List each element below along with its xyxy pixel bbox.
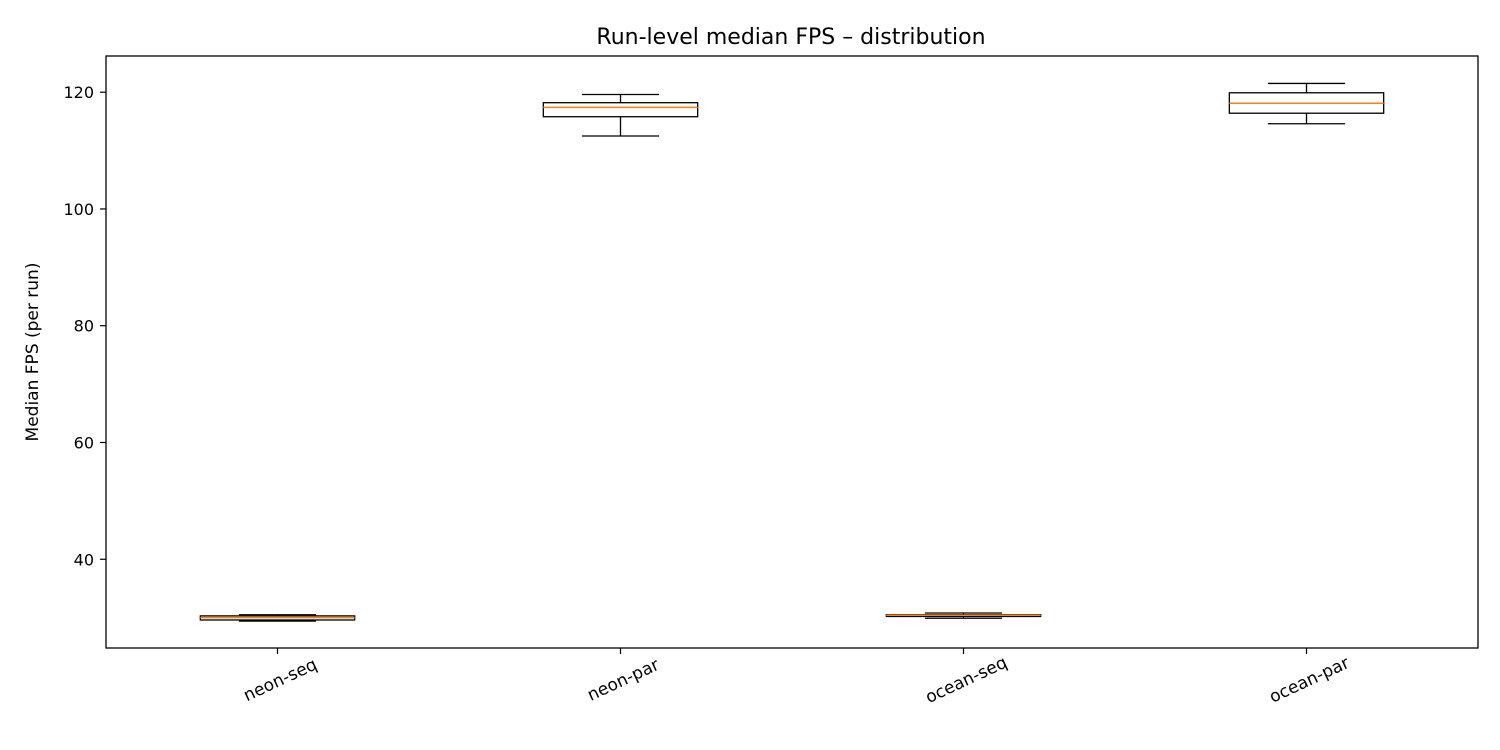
plot-area-frame (105, 55, 1479, 649)
chart-marks: 40 60 80 100 120 neon-seq neon-par ocean-seq oce… (63, 82, 1385, 708)
y-tick-label: 100 (63, 200, 94, 219)
chart-title: Run-level median FPS – distribution (596, 25, 985, 50)
y-tick-label: 40 (74, 550, 94, 569)
y-tick-label: 80 (74, 317, 94, 336)
x-tick-label: neon-par (584, 655, 662, 706)
y-tick-label: 60 (74, 433, 94, 452)
box-iqr (542, 102, 699, 118)
y-tick-label: 120 (63, 83, 94, 102)
y-axis-label: Median FPS (per run) (23, 263, 43, 442)
x-tick-label: neon-seq (241, 655, 321, 706)
x-tick-label: ocean-par (1266, 653, 1352, 707)
x-tick-label: ocean-seq (923, 653, 1011, 708)
